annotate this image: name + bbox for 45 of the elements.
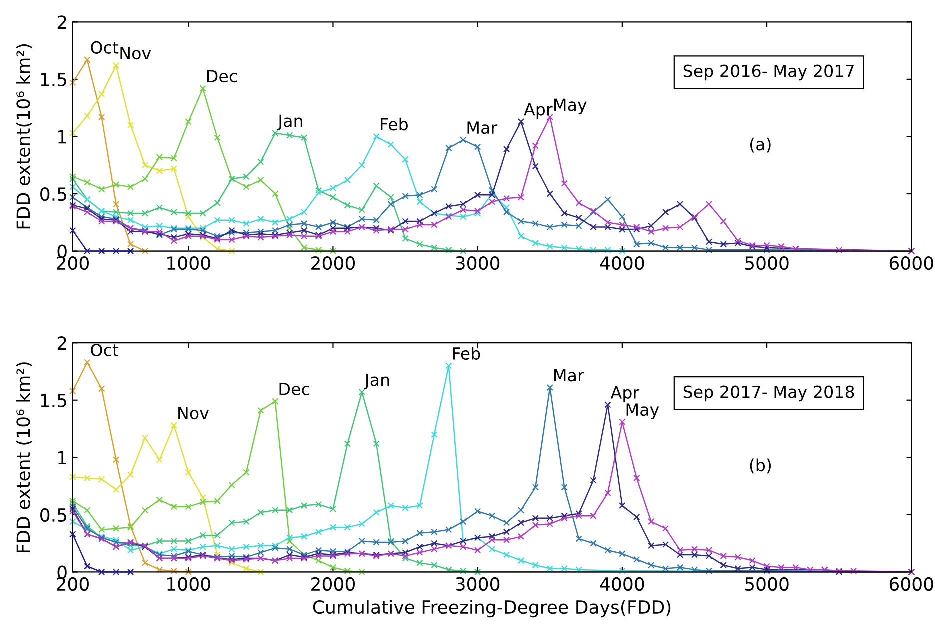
x-tick-label: 200: [57, 256, 89, 270]
y-tick-label: 1.5: [41, 73, 66, 87]
series-label: May: [554, 98, 587, 114]
series-label: Oct: [91, 344, 119, 357]
series-label: Nov: [120, 47, 152, 60]
y-tick-label: 0.5: [40, 508, 66, 522]
annotation: Sep 2016- May 2017: [684, 64, 854, 81]
series-label: Apr: [524, 103, 553, 120]
x-tick-label: 5000: [745, 256, 789, 270]
x-tick-label: 200: [57, 577, 89, 592]
y-axis-title: FDD extent (10⁶ km²): [16, 362, 32, 552]
x-tick-label: 6000: [890, 577, 934, 592]
x-tick-label: 6000: [890, 256, 934, 270]
series-label: Feb: [453, 347, 480, 360]
series-label: Feb: [381, 118, 408, 131]
x-axis-title: Cumulative Freezing-Degree Days(FDD): [313, 600, 671, 618]
series-label: May: [626, 404, 660, 420]
series-label: Jan: [277, 114, 302, 130]
x-tick-label: 3000: [456, 577, 500, 592]
series-label: Nov: [178, 407, 209, 420]
y-tick-label: 2: [58, 336, 66, 350]
series-label: Oct: [91, 41, 119, 54]
annotation: (a): [750, 138, 771, 153]
y-tick-label: 1: [58, 130, 66, 144]
series-label: Mar: [468, 122, 498, 134]
y-tick-label: 2: [58, 16, 66, 30]
x-tick-label: 2000: [312, 577, 355, 592]
x-tick-label: 2000: [312, 256, 355, 270]
x-tick-label: 1000: [168, 577, 210, 592]
series-label: Dec: [280, 383, 310, 396]
x-tick-label: 3000: [456, 256, 500, 270]
x-tick-label: 1000: [168, 256, 210, 270]
y-axis-title: FDD extent(10⁶ km²): [16, 44, 32, 229]
series-label: Dec: [207, 70, 238, 83]
series-label: Apr: [610, 386, 640, 402]
y-tick-label: 1.5: [41, 394, 66, 408]
y-tick-label: 0.5: [40, 187, 66, 202]
annotation: Sep 2017- May 2018: [684, 386, 854, 402]
series-label: Mar: [554, 369, 584, 382]
x-tick-label: 4000: [600, 577, 644, 592]
y-tick-label: 1: [58, 451, 66, 465]
annotation: (b): [750, 458, 772, 474]
x-tick-label: 5000: [745, 577, 789, 592]
x-tick-label: 4000: [600, 256, 644, 270]
series-label: Jan: [364, 374, 390, 390]
